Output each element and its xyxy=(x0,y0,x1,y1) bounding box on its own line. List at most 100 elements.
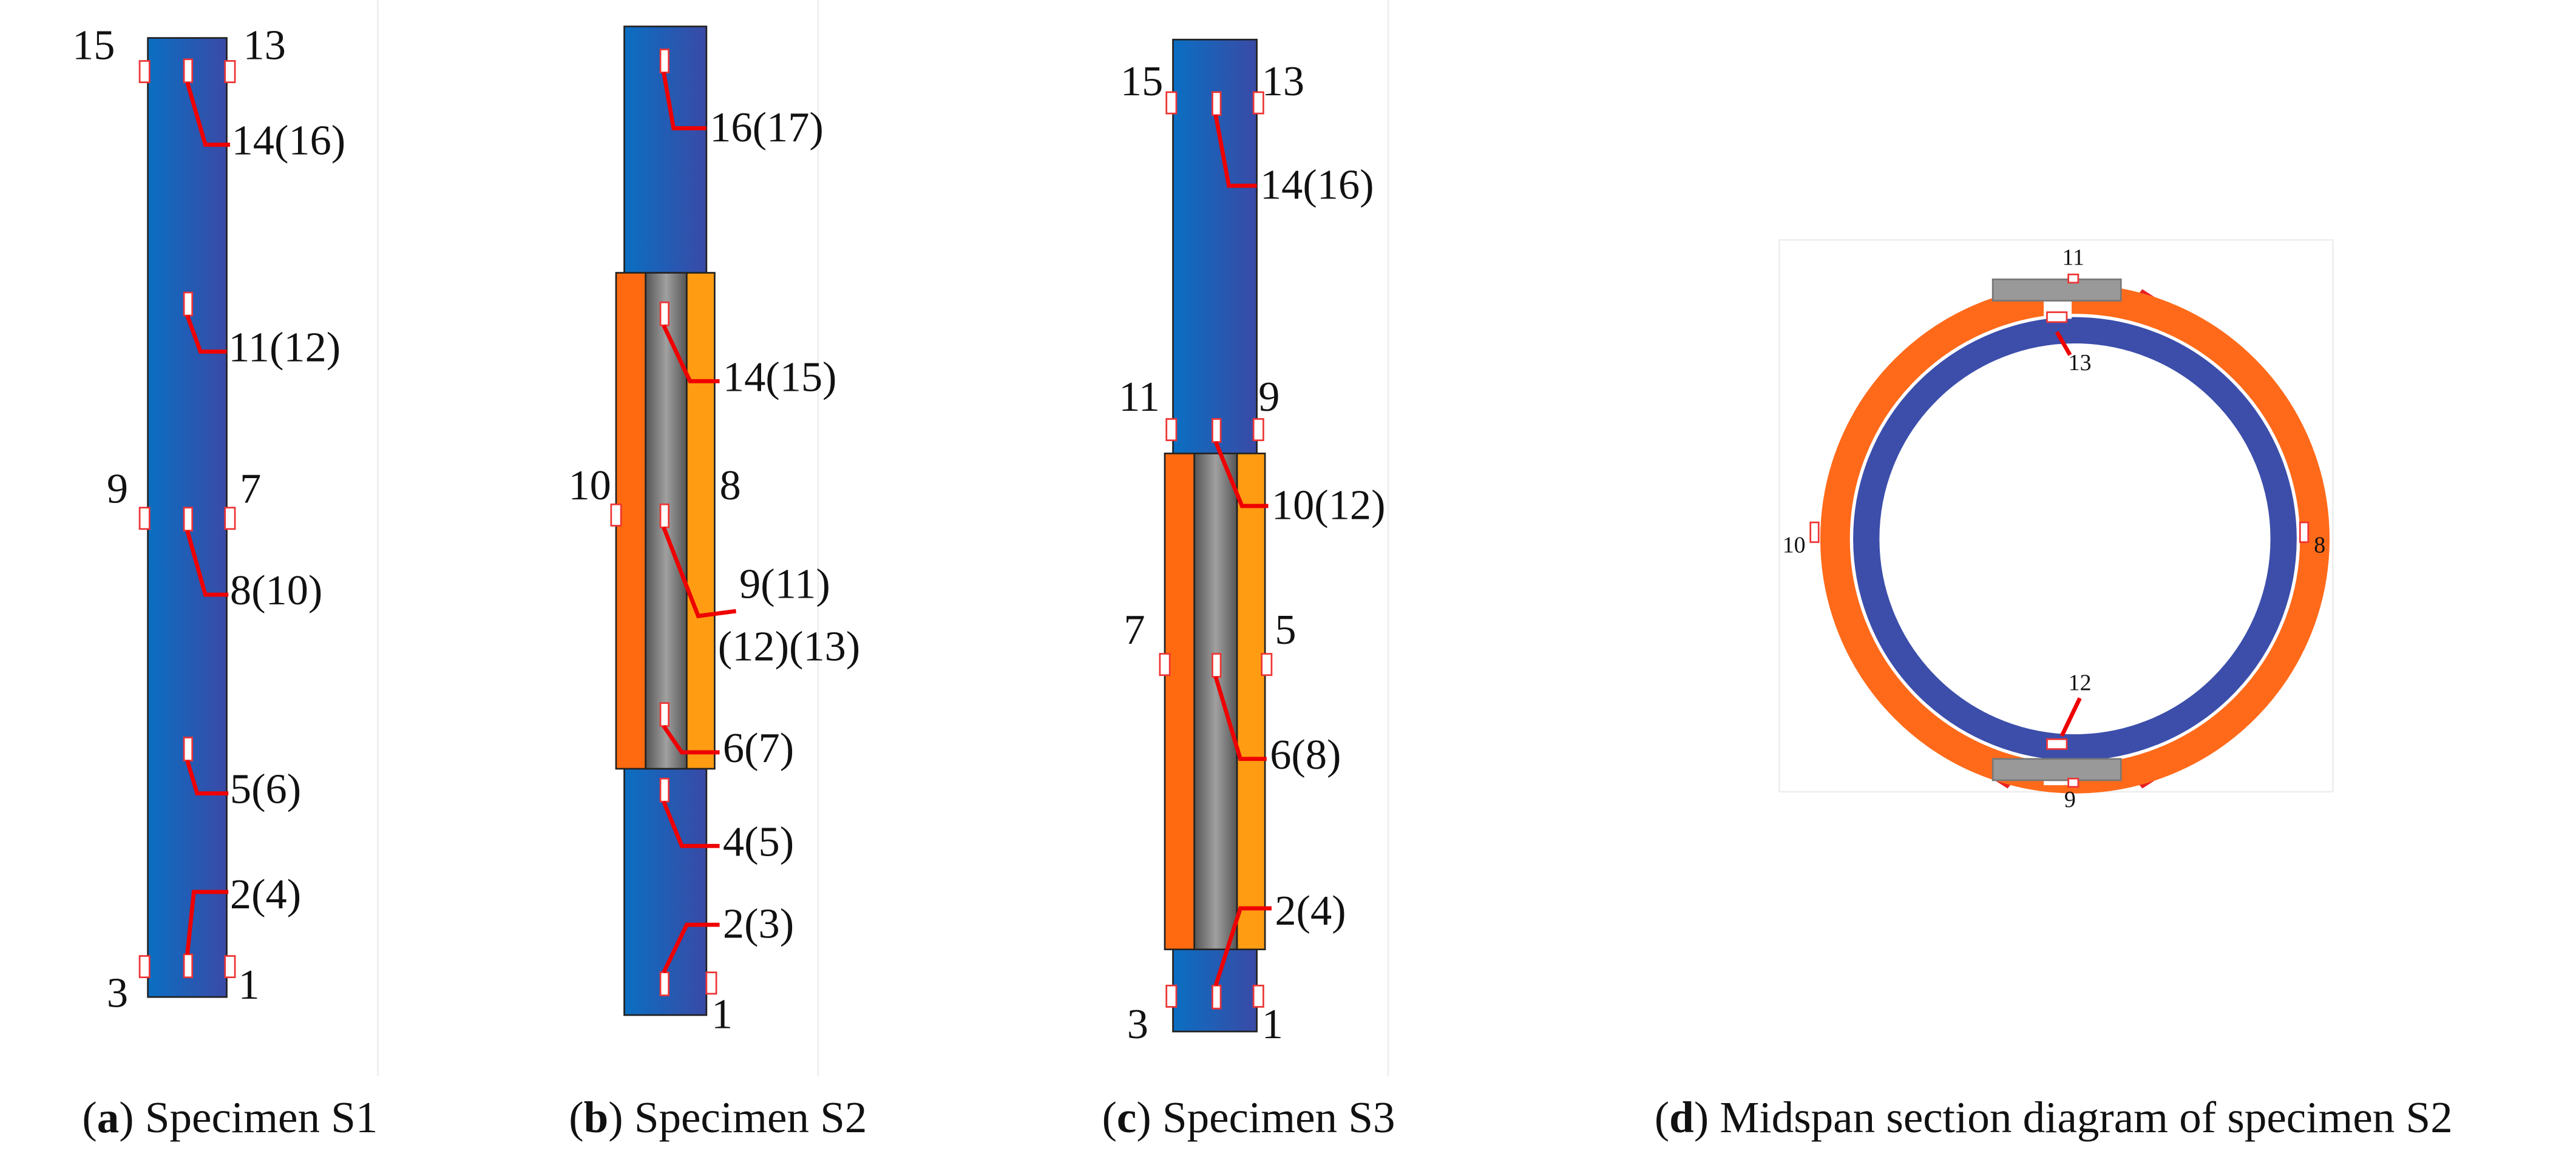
gauge-label: 15 xyxy=(72,22,115,69)
strain-gauge xyxy=(1159,653,1171,677)
gauge-label: 7 xyxy=(240,465,261,512)
strain-gauge xyxy=(1212,418,1222,443)
gauge-label: 8 xyxy=(720,462,741,509)
gauge-label: 5(6) xyxy=(230,766,301,813)
caption-open: ( xyxy=(1102,1093,1117,1142)
jacket xyxy=(1193,452,1238,951)
caption: (d) Midspan section diagram of specimen … xyxy=(1655,1093,2453,1142)
gauge-label: 3 xyxy=(107,969,128,1016)
gauge-label: 8 xyxy=(2314,532,2325,558)
strain-gauge xyxy=(705,971,717,995)
leader-line xyxy=(185,81,230,147)
caption-letter: b xyxy=(584,1093,609,1142)
strain-gauge xyxy=(2067,777,2079,788)
strain-gauge xyxy=(1252,91,1264,115)
caption-open: ( xyxy=(1655,1093,1669,1142)
jacket xyxy=(1236,452,1266,951)
caption-rest: ) Specimen S2 xyxy=(608,1093,867,1142)
gauge-label: 10 xyxy=(569,462,611,509)
leader-line xyxy=(1213,906,1272,987)
strain-gauge xyxy=(659,49,669,73)
strain-gauge xyxy=(1252,418,1264,442)
gauge-label: 10 xyxy=(1783,532,1806,558)
gauge-label: (12)(13) xyxy=(718,623,860,670)
separators xyxy=(377,0,1389,1076)
strain-gauge xyxy=(659,971,669,996)
gauge-label: 7 xyxy=(1124,606,1145,653)
leader-line xyxy=(185,760,229,795)
strain-gauge xyxy=(1212,91,1222,116)
gauge-label: 2(4) xyxy=(1275,887,1346,934)
gauge-label: 15 xyxy=(1120,58,1163,105)
leader-line xyxy=(662,724,720,755)
strain-gauge xyxy=(1809,521,1820,543)
jacket xyxy=(686,272,716,770)
caption-open: ( xyxy=(569,1093,583,1142)
gauges xyxy=(138,49,2310,1010)
caption-letter: c xyxy=(1117,1093,1136,1142)
gauge-label: 4(5) xyxy=(723,818,794,865)
gauge-label: 9(11) xyxy=(739,560,830,607)
leader-line xyxy=(662,324,720,383)
gauge-label: 6(7) xyxy=(723,724,794,772)
leader-line xyxy=(1213,676,1267,761)
gauge-label: 9 xyxy=(2064,787,2076,812)
gauge-label: 10(12) xyxy=(1272,482,1386,529)
gauge-label: 9 xyxy=(107,465,128,512)
strain-gauge xyxy=(2067,273,2079,284)
jacket xyxy=(1164,452,1196,951)
caption-rest: ) Specimen S3 xyxy=(1136,1093,1395,1142)
gauge-label: 1 xyxy=(238,961,259,1008)
gauge-label: 11 xyxy=(2062,245,2084,271)
gauge-label: 5 xyxy=(1275,606,1296,653)
strain-gauge xyxy=(2299,521,2310,543)
gauge-label: 11(12) xyxy=(228,324,341,371)
strain-gauge xyxy=(1212,984,1222,1010)
strain-gauge xyxy=(610,503,622,527)
plate xyxy=(1991,758,2122,781)
gauge-label: 13 xyxy=(243,22,286,69)
caption-letter: a xyxy=(97,1093,120,1142)
gauge-label: 11 xyxy=(1119,373,1160,420)
inner-ring xyxy=(1853,317,2297,761)
plate xyxy=(1991,278,2122,302)
leader-line xyxy=(2055,331,2072,356)
strain-gauge xyxy=(183,737,194,761)
strain-gauge xyxy=(224,507,236,530)
strain-gauge xyxy=(659,503,669,528)
gauge-label: 13 xyxy=(2069,350,2092,376)
strain-gauge xyxy=(659,777,669,803)
gauge-label: 8(10) xyxy=(230,567,322,614)
gauge-label: 16(17) xyxy=(710,104,824,151)
strain-gauge xyxy=(224,60,236,83)
strain-gauge xyxy=(1252,984,1264,1008)
caption-rest: ) Midspan section diagram of specimen S2 xyxy=(1694,1093,2453,1142)
gauge-label: 14(15) xyxy=(723,353,837,400)
leader-line xyxy=(185,890,229,955)
strain-gauge xyxy=(183,291,194,317)
leader-line xyxy=(662,526,737,618)
strain-gauge xyxy=(183,507,194,532)
strain-gauge xyxy=(2046,738,2068,750)
strain-gauge xyxy=(183,58,194,83)
leader-line xyxy=(185,314,227,354)
strain-gauge xyxy=(224,955,236,979)
leader-line xyxy=(1213,115,1257,188)
gauge-label: 13 xyxy=(1262,58,1304,105)
gauge-label: 2(4) xyxy=(230,871,301,918)
leader-line xyxy=(2059,697,2082,737)
strain-gauge xyxy=(138,60,151,83)
gauge-label: 12 xyxy=(2069,670,2092,696)
strain-gauge xyxy=(659,702,669,727)
caption: (c) Specimen S3 xyxy=(1102,1093,1395,1142)
leader-line xyxy=(1213,441,1269,508)
gauge-label: 14(16) xyxy=(1260,161,1374,209)
strain-gauge xyxy=(2046,311,2068,323)
strain-gauge xyxy=(1165,418,1178,442)
leader-line xyxy=(662,800,720,848)
strain-gauge xyxy=(183,953,194,979)
gauge-label: 2(3) xyxy=(723,900,794,948)
gauge-label: 1 xyxy=(711,991,733,1038)
strain-gauge xyxy=(659,301,669,326)
